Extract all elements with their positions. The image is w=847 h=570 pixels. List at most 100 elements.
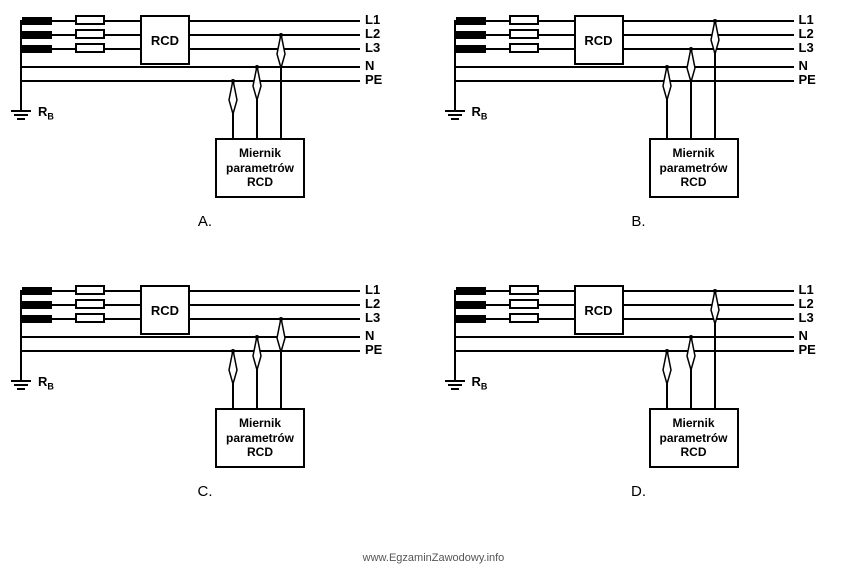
rcd-box: RCD [574,285,624,335]
probe-contact-0 [665,349,669,353]
source-L2 [22,301,52,309]
wire-N [20,66,360,68]
wire-L1-right [624,290,794,292]
source-L2 [456,31,486,39]
caption-C: C. [10,483,400,500]
fuse-L1 [75,15,105,25]
meter-box: MiernikparametrówRCD [649,138,739,198]
meter-box: MiernikparametrówRCD [215,138,305,198]
label-L3: L3 [799,40,814,55]
diagram-grid: RBRCDL1L2L3NPEMiernikparametrówRCDA. RBR… [10,10,837,520]
fuse-L1 [509,15,539,25]
probe-contact-0 [665,65,669,69]
fuse-L3 [75,313,105,323]
source-L2 [456,301,486,309]
label-PE: PE [799,72,816,87]
wire-PE [20,350,360,352]
caption-A: A. [10,213,400,230]
probe-0 [662,66,670,98]
panel-A: RB RCD L1L2L3 NPE MiernikparametrówRCD A. [10,10,404,250]
probe-contact-2 [713,289,717,293]
label-L3: L3 [365,40,380,55]
label-N: N [799,58,808,73]
label-L3: L3 [365,310,380,325]
wire-N [454,66,794,68]
label-L1: L1 [365,282,380,297]
wire-PE [454,350,794,352]
wire-L3-right [624,318,794,320]
wire-L2-right [190,34,360,36]
wire-PE [20,80,360,82]
fuse-L1 [75,285,105,295]
wire-L3-right [190,318,360,320]
label-L2: L2 [365,26,380,41]
probe-2 [276,318,284,350]
source-L1 [456,287,486,295]
probe-contact-0 [231,349,235,353]
probe-1 [252,336,260,368]
probe-2 [710,290,718,322]
wire-N [20,336,360,338]
wire-L1-right [190,20,360,22]
source-L3 [456,45,486,53]
footer-url: www.EgzaminZawodowy.info [10,552,847,564]
caption-D: D. [444,483,834,500]
panel-B: RB RCD L1L2L3 NPE MiernikparametrówRCD B. [444,10,838,250]
rb-label: RB [472,104,488,122]
probe-0 [228,80,236,112]
meter-box: MiernikparametrówRCD [215,408,305,468]
wire-L1-right [624,20,794,22]
wire-PE [454,80,794,82]
label-L1: L1 [799,282,814,297]
rcd-box: RCD [140,285,190,335]
label-N: N [365,328,374,343]
probe-1 [252,66,260,98]
fuse-L2 [75,29,105,39]
wire-L3-right [190,48,360,50]
probe-contact-1 [689,335,693,339]
label-L1: L1 [799,12,814,27]
wire-L1-right [190,290,360,292]
probe-contact-0 [231,79,235,83]
panel-D: RBRCDL1L2L3NPEMiernikparametrówRCDD. [444,280,838,520]
probe-2 [276,34,284,66]
caption-B: B. [444,213,834,230]
label-L2: L2 [799,296,814,311]
meter-box: MiernikparametrówRCD [649,408,739,468]
wire-L2-right [190,304,360,306]
probe-contact-2 [713,19,717,23]
rcd-box: RCD [574,15,624,65]
panel-C: RBRCDL1L2L3NPEMiernikparametrówRCDC. [10,280,404,520]
probe-2 [710,20,718,52]
source-L3 [22,315,52,323]
source-L1 [456,17,486,25]
label-L3: L3 [799,310,814,325]
rb-label: RB [38,374,54,392]
fuse-L2 [509,299,539,309]
source-L3 [456,315,486,323]
probe-contact-2 [279,317,283,321]
fuse-L3 [509,43,539,53]
fuse-L2 [75,299,105,309]
label-PE: PE [365,342,382,357]
probe-contact-1 [689,47,693,51]
label-PE: PE [365,72,382,87]
fuse-L1 [509,285,539,295]
wire-N [454,336,794,338]
label-L1: L1 [365,12,380,27]
label-PE: PE [799,342,816,357]
source-L2 [22,31,52,39]
fuse-L3 [509,313,539,323]
wire-L2-right [624,34,794,36]
label-N: N [365,58,374,73]
wire-L3-right [624,48,794,50]
probe-contact-2 [279,33,283,37]
label-L2: L2 [799,26,814,41]
source-L3 [22,45,52,53]
probe-contact-1 [255,65,259,69]
rb-label: RB [38,104,54,122]
fuse-L3 [75,43,105,53]
rcd-box: RCD [140,15,190,65]
label-N: N [799,328,808,343]
source-L1 [22,287,52,295]
